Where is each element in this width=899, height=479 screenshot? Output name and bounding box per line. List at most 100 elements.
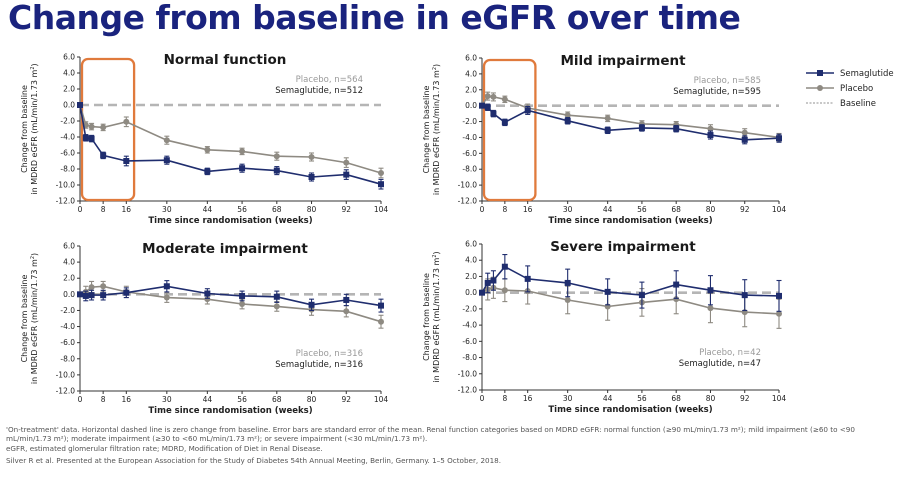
x-tick-label: 16	[122, 205, 132, 214]
data-point-semaglutide	[88, 135, 95, 142]
data-point-placebo	[707, 125, 714, 132]
x-tick-label: 0	[78, 205, 83, 214]
x-tick-label: 0	[78, 395, 83, 404]
x-tick-label: 92	[740, 394, 750, 403]
chart-panel-3: Severe impairment 6.0 4.0 2.0 0.0 -2.0 -4.0 -6.…	[422, 239, 786, 415]
y-axis-label: Change from baseline in MDRD eGFR (mL/min…	[20, 63, 39, 194]
chart-panel-2: Moderate impairment 6.0 4.0 2.0 0.0 -2.0 -4.0 -…	[20, 241, 388, 416]
chart-panel-1: Mild impairment 6.0 4.0 2.0 0.0 -2.0 -4.0 -6.0 -…	[422, 53, 786, 226]
y-tick-label: -12.0	[56, 387, 76, 396]
data-point-semaglutide	[163, 283, 170, 290]
data-point-semaglutide	[524, 107, 531, 114]
data-point-placebo	[343, 159, 350, 166]
y-tick-label: 6.0	[63, 53, 75, 62]
data-point-semaglutide	[776, 292, 782, 299]
data-point-semaglutide	[564, 117, 571, 124]
y-tick-label: -6.0	[462, 337, 477, 346]
data-point-semaglutide	[673, 281, 680, 288]
y-axis-label-line-1: Change from baseline	[422, 273, 431, 361]
x-tick-label: 92	[341, 205, 351, 214]
y-tick-label: -10.0	[56, 181, 76, 190]
data-point-placebo	[163, 137, 170, 144]
chart-title: Normal function	[164, 52, 287, 68]
legend-label-baseline: Baseline	[840, 99, 876, 109]
x-tick-label: 80	[706, 205, 716, 214]
count-label-semaglutide: Semaglutide, n=316	[275, 360, 363, 370]
x-tick-label: 44	[603, 205, 613, 214]
y-tick-label: -2.0	[60, 306, 75, 315]
data-point-semaglutide	[604, 288, 611, 295]
data-point-semaglutide	[273, 167, 280, 174]
y-axis-label: Change from baseline in MDRD eGFR (mL/min…	[422, 251, 441, 382]
data-point-semaglutide	[100, 292, 107, 299]
x-tick-label: 56	[237, 395, 247, 404]
x-tick-label: 8	[502, 394, 507, 403]
y-tick-label: 4.0	[63, 69, 75, 78]
y-tick-label: -2.0	[462, 117, 477, 126]
data-point-semaglutide	[604, 127, 611, 134]
data-point-semaglutide	[524, 275, 531, 282]
footnote-text: 'On-treatment' data. Horizontal dashed l…	[6, 425, 855, 444]
chart-title: Severe impairment	[550, 239, 696, 255]
data-point-placebo	[378, 170, 384, 176]
y-tick-label: -8.0	[462, 165, 477, 174]
x-tick-label: 68	[671, 205, 681, 214]
legend-marker-semaglutide	[817, 70, 823, 76]
x-tick-label: 44	[203, 395, 213, 404]
x-tick-label: 30	[563, 205, 573, 214]
data-point-placebo	[501, 96, 508, 103]
y-tick-label: 0.0	[465, 101, 477, 110]
data-point-semaglutide	[638, 292, 645, 299]
x-tick-label: 80	[307, 395, 317, 404]
data-point-semaglutide	[776, 135, 782, 142]
x-tick-label: 16	[523, 394, 533, 403]
y-tick-label: 0.0	[63, 290, 75, 299]
y-tick-label: -8.0	[60, 354, 75, 363]
x-tick-label: 104	[772, 394, 787, 403]
data-point-semaglutide	[204, 290, 211, 297]
data-point-semaglutide	[501, 263, 508, 270]
data-point-placebo	[501, 287, 508, 294]
count-label-semaglutide: Semaglutide, n=595	[673, 87, 761, 97]
data-point-placebo	[308, 154, 315, 160]
data-point-placebo	[123, 118, 130, 125]
data-point-placebo	[239, 148, 246, 155]
data-point-semaglutide	[100, 152, 107, 159]
y-tick-label: 6.0	[63, 242, 75, 251]
data-point-semaglutide	[273, 293, 280, 300]
y-tick-label: -6.0	[60, 149, 75, 158]
data-point-semaglutide	[308, 174, 315, 180]
data-point-placebo	[673, 296, 680, 303]
legend: Semaglutide Placebo Baseline	[806, 69, 894, 109]
x-tick-label: 56	[637, 205, 647, 214]
legend-label-placebo: Placebo	[840, 84, 873, 94]
x-axis-label: Time since randomisation (weeks)	[148, 216, 312, 226]
y-tick-label: 4.0	[465, 69, 477, 78]
data-point-placebo	[239, 301, 246, 307]
x-tick-label: 30	[563, 394, 573, 403]
data-point-placebo	[604, 115, 611, 122]
y-tick-label: -10.0	[458, 181, 478, 190]
y-tick-label: 2.0	[465, 272, 477, 281]
y-axis-label-line-2: in MDRD eGFR (mL/min/1.73 m2)	[432, 64, 441, 195]
x-tick-label: 44	[203, 205, 213, 214]
data-point-semaglutide	[77, 291, 83, 298]
data-point-placebo	[490, 93, 497, 100]
data-point-semaglutide	[741, 136, 748, 143]
data-point-semaglutide	[479, 289, 485, 296]
data-point-semaglutide	[308, 301, 315, 308]
data-point-placebo	[204, 146, 211, 153]
y-tick-label: -12.0	[56, 197, 76, 206]
y-axis-label-line-1: Change from baseline	[422, 86, 431, 174]
count-label-semaglutide: Semaglutide, n=512	[275, 86, 363, 96]
x-tick-label: 16	[122, 395, 132, 404]
data-point-placebo	[88, 123, 95, 130]
data-point-placebo	[707, 305, 714, 312]
data-point-placebo	[564, 296, 571, 303]
x-axis-label: Time since randomisation (weeks)	[548, 405, 712, 415]
data-point-placebo	[88, 284, 95, 291]
y-tick-label: -4.0	[462, 321, 477, 330]
highlight-box	[482, 58, 537, 202]
data-point-semaglutide	[82, 292, 89, 299]
y-axis-label: Change from baseline in MDRD eGFR (mL/min…	[422, 64, 441, 195]
